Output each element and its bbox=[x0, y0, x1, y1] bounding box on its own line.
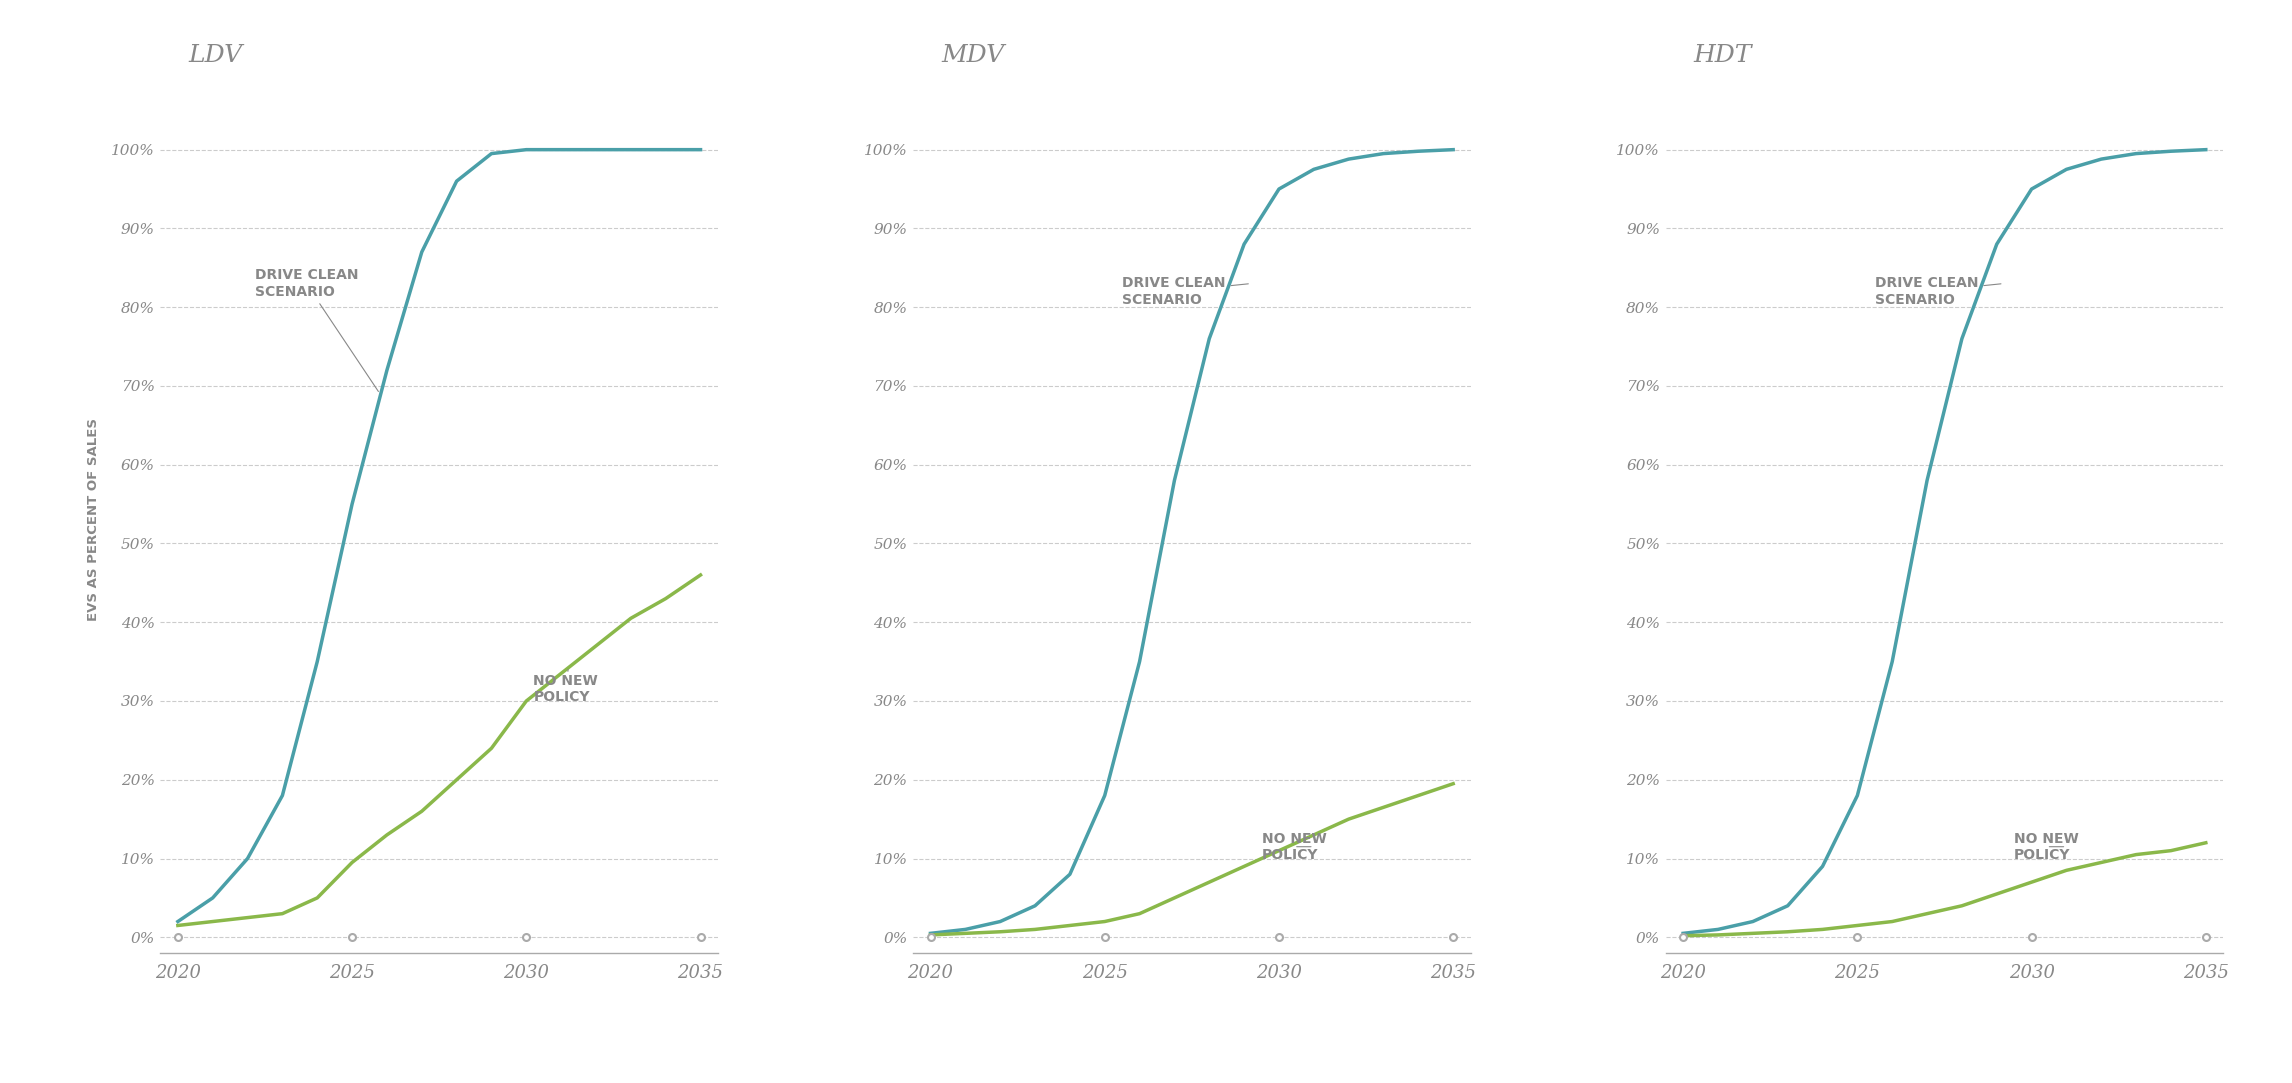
Text: MDV: MDV bbox=[942, 43, 1004, 67]
Text: DRIVE CLEAN
SCENARIO: DRIVE CLEAN SCENARIO bbox=[254, 269, 378, 392]
Text: DRIVE CLEAN
SCENARIO: DRIVE CLEAN SCENARIO bbox=[1123, 276, 1249, 306]
Text: HDT: HDT bbox=[1694, 43, 1751, 67]
Text: NO NEW
POLICY: NO NEW POLICY bbox=[2015, 832, 2079, 862]
Text: DRIVE CLEAN
SCENARIO: DRIVE CLEAN SCENARIO bbox=[1875, 276, 2001, 306]
Text: NO NEW
POLICY: NO NEW POLICY bbox=[534, 669, 598, 704]
Text: LDV: LDV bbox=[188, 43, 243, 67]
Text: NO NEW
POLICY: NO NEW POLICY bbox=[1261, 832, 1327, 862]
Y-axis label: EVS AS PERCENT OF SALES: EVS AS PERCENT OF SALES bbox=[87, 418, 101, 622]
